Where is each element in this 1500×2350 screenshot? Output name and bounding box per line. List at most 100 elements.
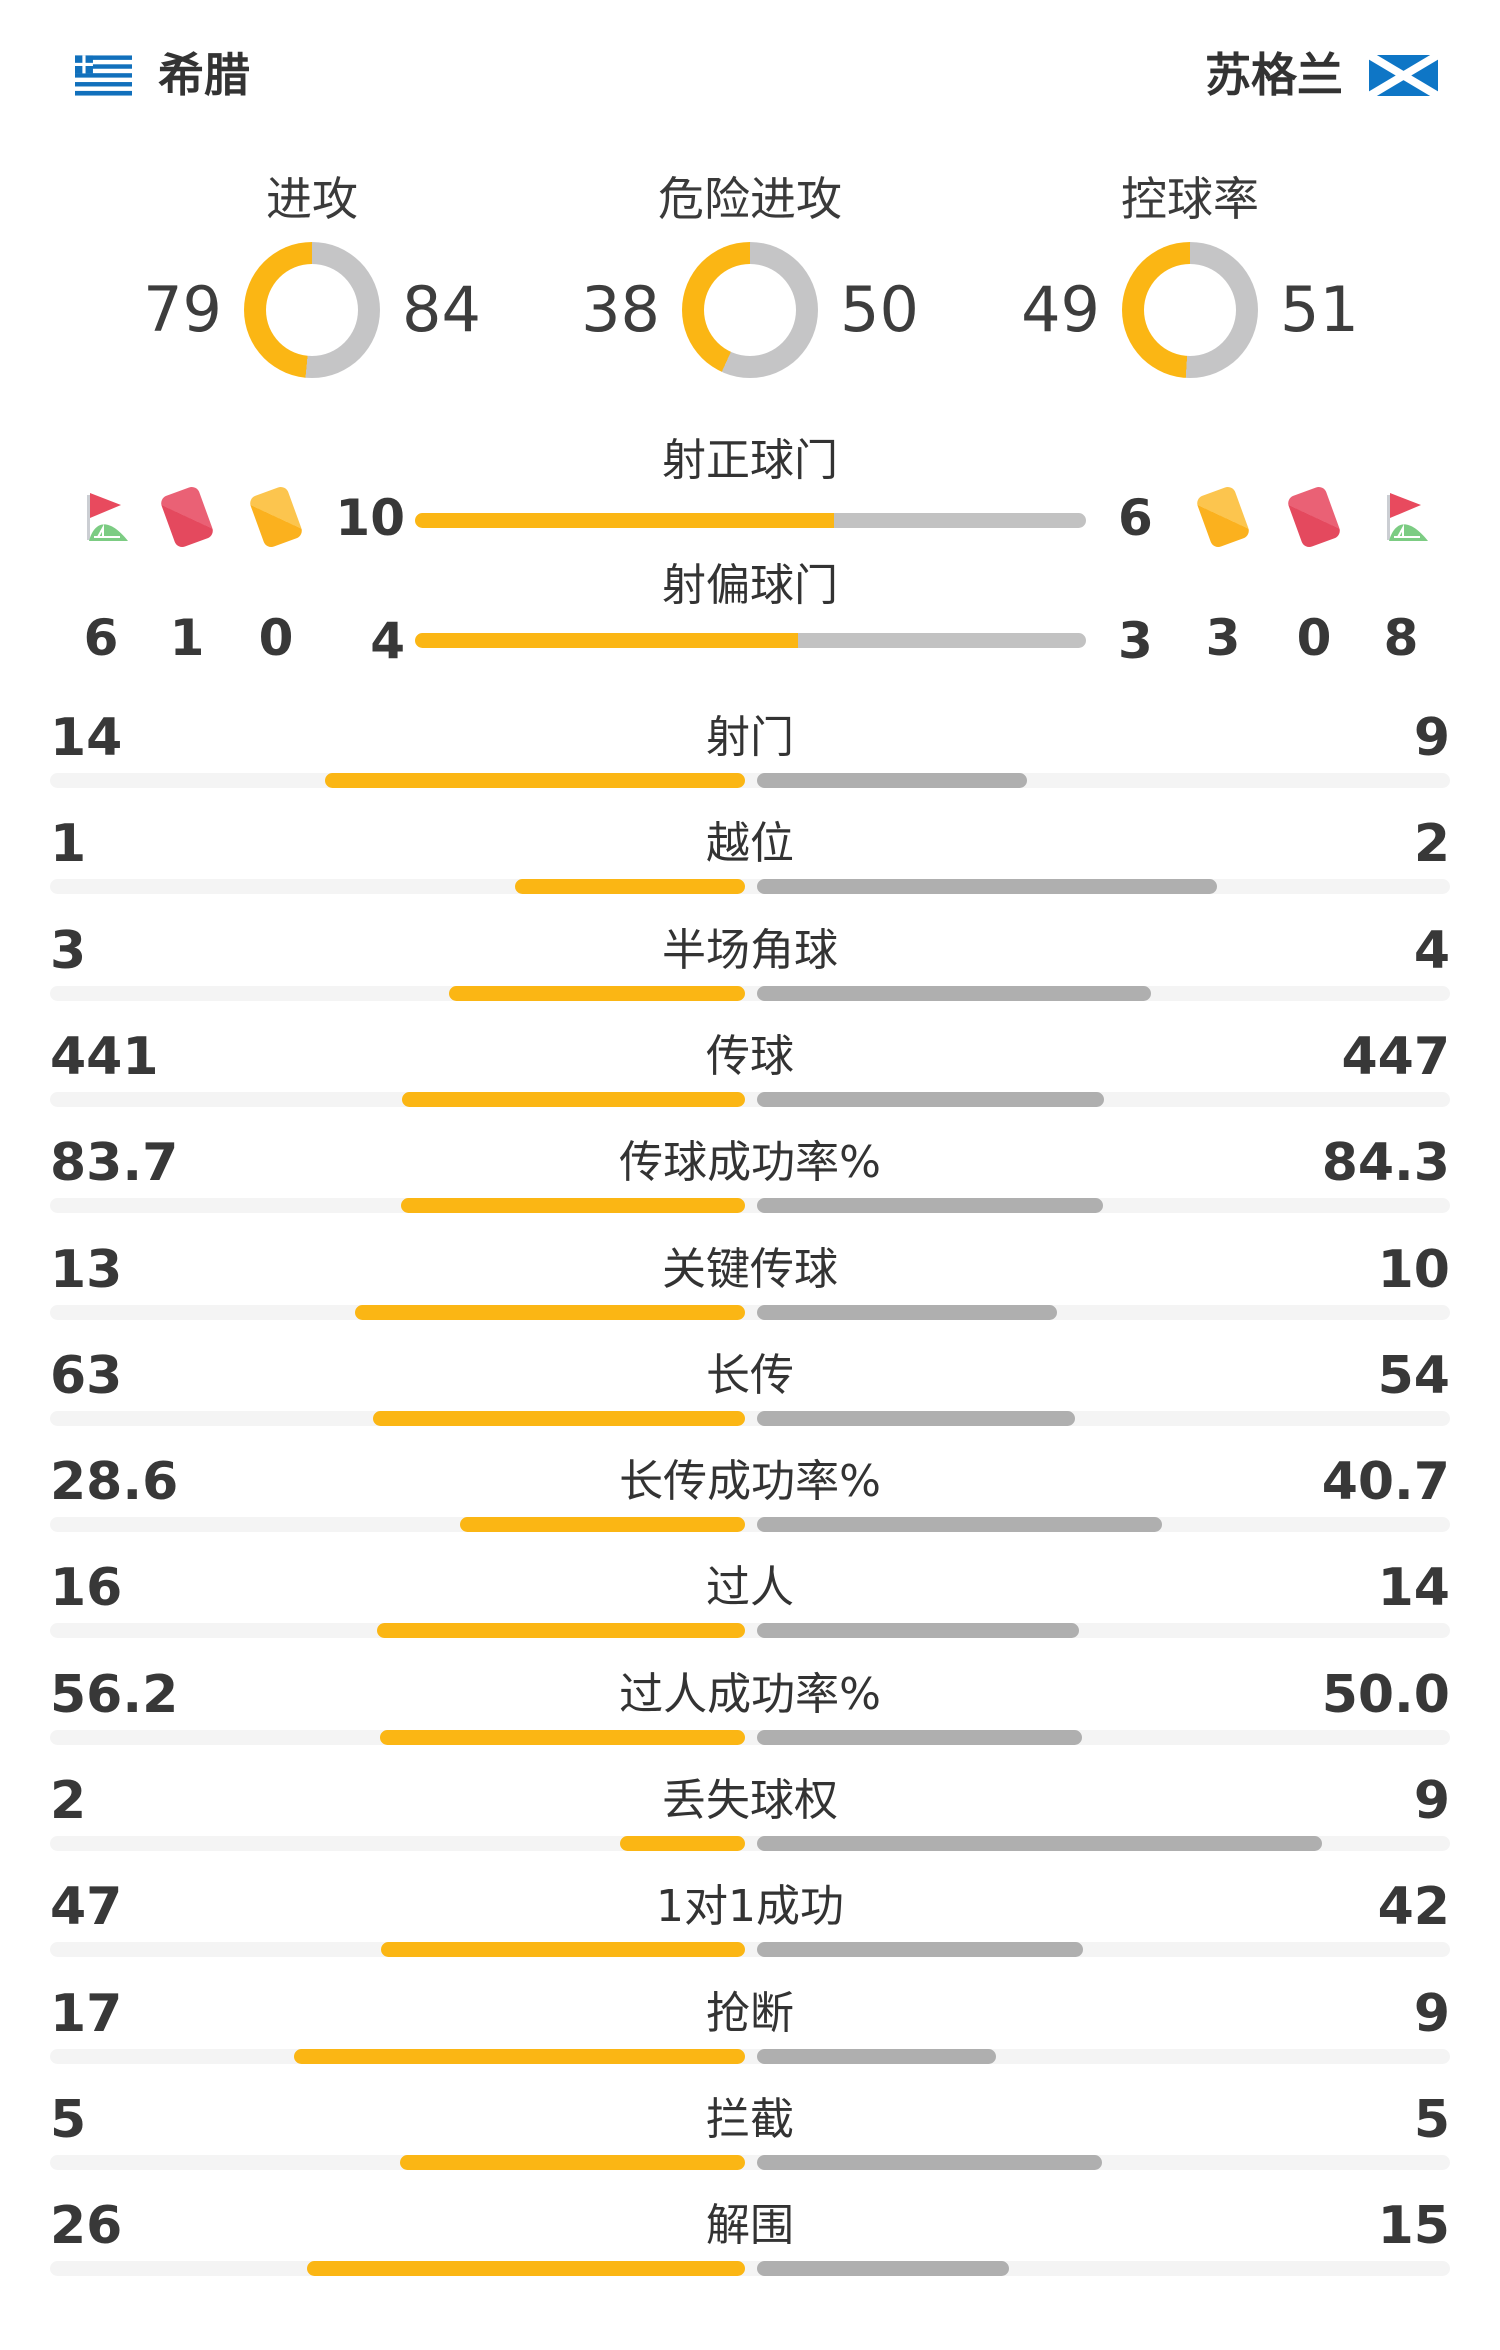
stat-home-bar <box>402 1091 745 1107</box>
stat-home-bar <box>400 2154 745 2170</box>
stat-row-11: 2 丢失球权 9 <box>50 1771 1450 1856</box>
stat-bar-track <box>50 1198 1450 1214</box>
shots-off-target-away-value: 3 <box>1118 612 1153 670</box>
stat-home-bar <box>379 1729 745 1745</box>
stat-bar-track <box>50 773 1450 788</box>
stat-away-bar <box>757 1836 1322 1851</box>
stat-away-value: 9 <box>1413 1771 1450 1831</box>
stat-label: 1对1成功 <box>656 1881 844 1933</box>
donut-body: 49 51 <box>970 242 1410 378</box>
stat-row-3: 3 半场角球 4 <box>50 920 1450 1006</box>
stat-away-bar <box>757 2048 996 2064</box>
stat-row-1: 14 射门 9 <box>50 708 1450 793</box>
stat-away-bar <box>757 2154 1102 2170</box>
stat-label: 丢失球权 <box>662 1775 838 1826</box>
stat-bar-track <box>50 985 1450 1001</box>
away-red-card-icon <box>1282 483 1346 551</box>
stat-home-bar <box>619 1836 745 1851</box>
stat-row-line: 56.2 过人成功率% 50.0 <box>50 1664 1450 1725</box>
stat-away-bar <box>757 985 1152 1001</box>
stat-row-line: 2 丢失球权 9 <box>50 1771 1450 1831</box>
donut-2: 控球率 49 51 <box>970 170 1410 378</box>
stat-away-value: 10 <box>1377 1239 1450 1300</box>
away-red-cards-count: 0 <box>1296 609 1332 667</box>
stat-away-bar <box>757 1942 1083 1958</box>
stat-home-value: 1 <box>50 814 87 875</box>
stat-label: 半场角球 <box>662 924 838 976</box>
shots-on-target-title: 射正球门 <box>662 435 838 486</box>
stat-home-value: 28.6 <box>50 1452 179 1513</box>
stat-label: 长传 <box>706 1349 794 1401</box>
stat-row-line: 14 射门 9 <box>50 708 1450 768</box>
stat-bar-track <box>50 1304 1450 1320</box>
home-yellow-cards-count: 0 <box>258 609 294 667</box>
stat-away-value: 4 <box>1413 920 1450 981</box>
away-yellow-card-icon <box>1191 483 1255 551</box>
away-corner-flag-icon <box>1369 483 1433 551</box>
stat-home-bar <box>307 2261 745 2277</box>
stat-home-bar <box>355 1304 745 1320</box>
stat-label: 抢断 <box>706 1987 794 2039</box>
stat-row-line: 63 长传 54 <box>50 1345 1450 1406</box>
stat-label: 传球成功率% <box>619 1137 881 1189</box>
stat-label: 越位 <box>706 818 794 870</box>
stat-label: 关键传球 <box>662 1243 838 1295</box>
stat-home-value: 83.7 <box>50 1133 179 1194</box>
stat-away-value: 54 <box>1377 1345 1450 1406</box>
stat-home-bar <box>293 2048 745 2064</box>
stat-row-line: 16 过人 14 <box>50 1562 1450 1614</box>
stat-home-value: 56.2 <box>50 1664 179 1725</box>
donut-ring <box>244 242 380 378</box>
shots-off-target-title: 射偏球门 <box>662 560 838 611</box>
home-red-card-icon <box>155 483 219 551</box>
stat-row-10: 56.2 过人成功率% 50.0 <box>50 1664 1450 1750</box>
stat-bar-track <box>50 1729 1450 1745</box>
donut-home-value: 49 <box>1021 273 1100 346</box>
stat-label: 解围 <box>706 2200 794 2252</box>
donut-away-value: 51 <box>1280 273 1359 346</box>
stat-home-value: 13 <box>50 1239 123 1300</box>
donut-away-value: 50 <box>840 273 919 346</box>
stat-row-line: 28.6 长传成功率% 40.7 <box>50 1452 1450 1513</box>
stat-bar-track <box>50 1623 1450 1639</box>
home-team-name: 希腊 <box>158 48 250 102</box>
stat-home-value: 63 <box>50 1345 123 1406</box>
greece-flag-icon <box>75 54 132 96</box>
stat-label: 传球 <box>706 1030 794 1082</box>
home-corner-flag-icon <box>69 483 133 551</box>
stat-bar-track <box>50 879 1450 895</box>
stat-label: 长传成功率% <box>619 1456 881 1508</box>
stat-home-bar <box>515 879 745 895</box>
away-corners-count: 8 <box>1383 609 1419 667</box>
home-corners-count: 6 <box>83 609 119 667</box>
away-team-header: 苏格兰 <box>1205 50 1438 100</box>
stat-bar-track <box>50 1091 1450 1107</box>
stat-bar-track <box>50 1517 1450 1533</box>
stat-away-bar <box>757 1729 1082 1745</box>
stat-label: 射门 <box>706 712 794 763</box>
stat-away-value: 40.7 <box>1321 1452 1450 1513</box>
home-yellow-card-icon <box>244 483 308 551</box>
stat-bar-track <box>50 2048 1450 2064</box>
stat-away-value: 50.0 <box>1321 1664 1450 1725</box>
stat-bar-track <box>50 1410 1450 1426</box>
stat-home-value: 47 <box>50 1877 123 1938</box>
stat-bar-track <box>50 2261 1450 2277</box>
stat-away-value: 447 <box>1341 1026 1450 1087</box>
stat-away-value: 9 <box>1413 708 1450 768</box>
stat-row-8: 28.6 长传成功率% 40.7 <box>50 1452 1450 1537</box>
stat-row-9: 16 过人 14 <box>50 1562 1450 1643</box>
shots-off-target-home-segment <box>415 633 799 648</box>
donut-0: 进攻 79 84 <box>92 170 532 378</box>
stat-away-value: 42 <box>1377 1877 1450 1938</box>
stat-home-bar <box>373 1410 745 1426</box>
stat-away-bar <box>757 1517 1163 1533</box>
stat-row-6: 13 关键传球 10 <box>50 1239 1450 1325</box>
shots-on-target-away-value: 6 <box>1118 489 1153 547</box>
stat-row-line: 1 越位 2 <box>50 814 1450 875</box>
stat-row-14: 5 拦截 5 <box>50 2094 1450 2175</box>
stat-away-bar <box>757 1091 1105 1107</box>
stat-row-line: 13 关键传球 10 <box>50 1239 1450 1300</box>
stat-label: 过人 <box>706 1562 794 1614</box>
stat-home-value: 17 <box>50 1983 123 2044</box>
